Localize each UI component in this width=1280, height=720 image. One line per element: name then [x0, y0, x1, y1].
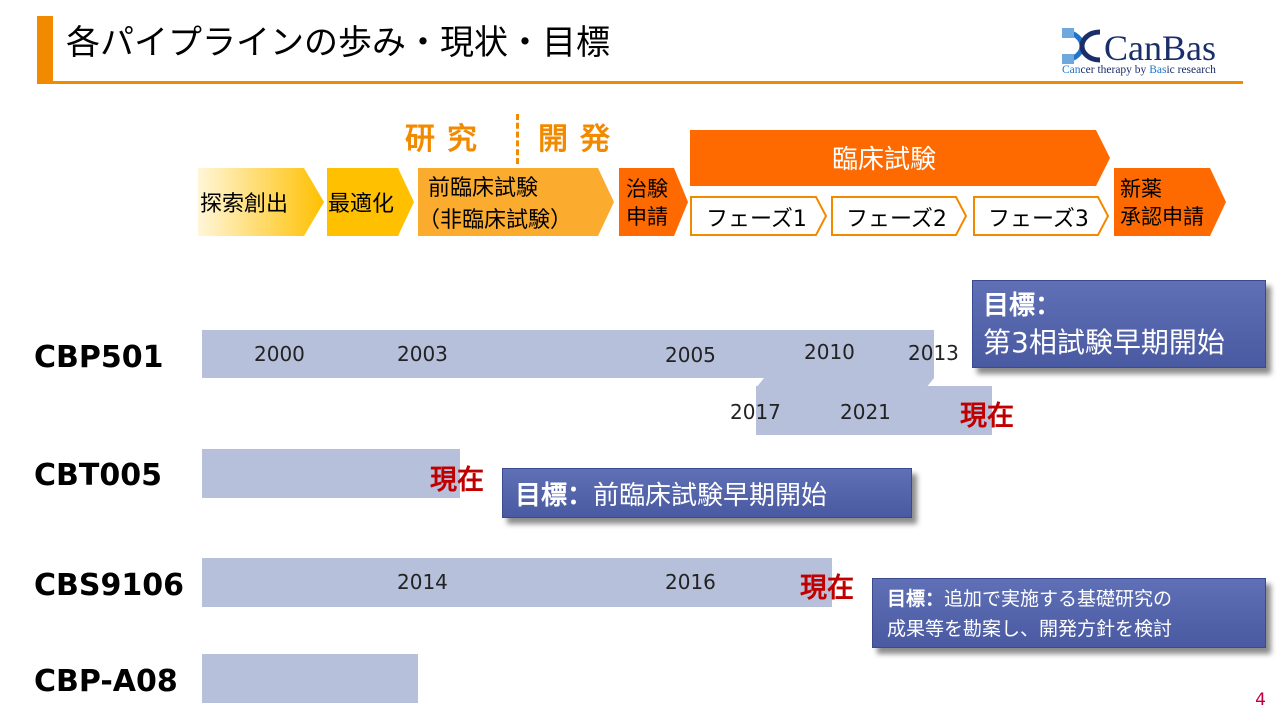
pipeline-cbpa08-name: CBP-A08 [34, 664, 178, 699]
stage-preclinical-line1: 前臨床試験 [428, 176, 539, 201]
stage-preclinical-line2: （非臨床試験） [418, 208, 573, 233]
cbs9106-current-marker: 現在 [800, 573, 854, 604]
research-development-divider [516, 114, 519, 164]
logo-wordmark: CanBas [1104, 28, 1216, 68]
header-rule [37, 81, 1243, 84]
cbp501-year: 2003 [397, 342, 448, 366]
cbt005-goal-box: 目標：前臨床試験早期開始 [502, 468, 912, 518]
stage-ind-line2: 申請 [626, 205, 668, 229]
page-title: 各パイプラインの歩み・現状・目標 [66, 23, 610, 63]
cbs9106-year: 2014 [397, 570, 448, 594]
cbs9106-year: 2016 [665, 570, 716, 594]
cbp501-year: 2021 [840, 400, 891, 424]
phase1-arrow [690, 196, 828, 236]
cbp501-goal-text: 第3相試験早期開始 [983, 326, 1225, 359]
phase-1-label: フェーズ1 [706, 207, 807, 232]
cbp501-goal-label: 目標： [983, 291, 1062, 321]
cbs9106-goal-label: 目標： [887, 588, 945, 610]
stage-nda-line1: 新薬 [1120, 177, 1162, 201]
preclinical-arrow [418, 168, 614, 236]
stage-ind-line1: 治験 [626, 177, 668, 201]
stage-flow-graphic [198, 130, 1226, 236]
cbt005-goal-content: 目標：前臨床試験早期開始 [515, 475, 827, 512]
clinical-arrow [690, 130, 1110, 186]
cbs9106-goal-line1: 目標：追加で実施する基礎研究の [887, 584, 1172, 611]
pipeline-cbt005-name: CBT005 [34, 458, 162, 493]
pipeline-cbs9106-name: CBS9106 [34, 568, 184, 603]
cbp501-year: 2013 [908, 341, 959, 365]
cbp501-year: 2010 [804, 340, 855, 364]
phase-2-label: フェーズ2 [846, 207, 947, 232]
cbpa08-timeline-bar [202, 654, 418, 703]
stage-clinical: 臨床試験 [832, 145, 937, 175]
cbp501-timeline-bar [202, 330, 934, 378]
development-label: 開発 [538, 122, 622, 157]
phase-3-label: フェーズ3 [988, 207, 1089, 232]
cbt005-goal-label: 目標： [515, 481, 594, 511]
phase3-arrow [973, 196, 1110, 236]
optimization-arrow [327, 168, 414, 236]
tagline-part: Bas [1149, 64, 1167, 76]
research-label: 研究 [405, 122, 489, 157]
cbt005-timeline-bar [202, 449, 460, 498]
tagline-part: Can [1062, 64, 1081, 76]
nda-arrow [1114, 168, 1226, 236]
cbp501-year: 2005 [665, 343, 716, 367]
logo-tagline: Cancer therapy by Basic research [1062, 64, 1216, 76]
tagline-part: cer therapy by [1080, 64, 1150, 76]
cbp501-bar-connector [756, 378, 934, 388]
cbs9106-goal-box: 目標：追加で実施する基礎研究の 成果等を勘案し、開発方針を検討 [872, 578, 1266, 648]
title-accent-bar [37, 16, 53, 82]
cbp501-year: 2017 [730, 400, 781, 424]
discovery-arrow [198, 168, 324, 236]
phase2-arrow [831, 196, 968, 236]
stage-discovery: 探索創出 [200, 192, 289, 217]
tagline-part: ic research [1166, 64, 1216, 76]
cbp501-continuation-bar [756, 386, 992, 435]
canbas-logo-icon [1062, 28, 1102, 64]
cbp501-goal-box: 目標： 第3相試験早期開始 [972, 280, 1266, 368]
cbp501-year: 2000 [254, 342, 305, 366]
stage-nda-line2: 承認申請 [1120, 205, 1204, 229]
ind-arrow [619, 168, 688, 236]
cbp501-current-marker: 現在 [960, 401, 1014, 432]
pipeline-cbp501-name: CBP501 [34, 340, 164, 375]
cbt005-goal-text: 前臨床試験早期開始 [593, 481, 828, 511]
cbs9106-timeline-bar [202, 558, 832, 607]
page-number: 4 [1255, 690, 1266, 710]
cbs9106-goal-text-line2: 成果等を勘案し、開発方針を検討 [887, 618, 1173, 640]
cbt005-current-marker: 現在 [430, 465, 484, 496]
stage-optimization: 最適化 [328, 192, 395, 217]
cbs9106-goal-text-line1: 追加で実施する基礎研究の [944, 588, 1173, 610]
